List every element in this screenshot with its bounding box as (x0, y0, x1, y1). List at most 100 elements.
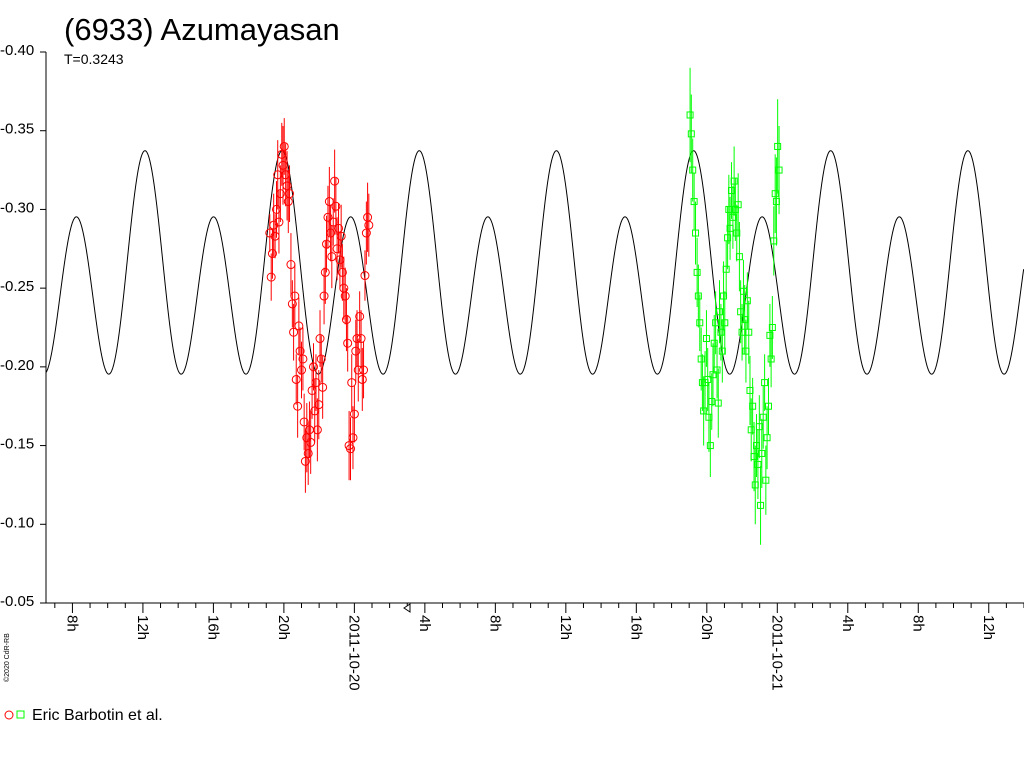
legend-marker-square (16, 710, 25, 719)
legend-marker-circle (4, 710, 14, 720)
data-point-square (757, 501, 765, 509)
data-point-square (694, 292, 702, 300)
data-point-square (722, 265, 730, 273)
data-point-square (697, 355, 705, 363)
data-point-circle (282, 181, 292, 191)
data-point-circle (340, 291, 350, 301)
data-point-circle (364, 220, 374, 230)
data-point-circle (319, 291, 329, 301)
data-point-square (706, 442, 714, 450)
data-point-circle (359, 365, 369, 375)
x-tick-label: 2011-10-21 (768, 615, 785, 691)
data-point-circle (289, 327, 299, 337)
data-point-square (721, 319, 729, 327)
data-point-square (729, 213, 737, 221)
x-tick-label: 20h (275, 615, 292, 640)
data-point-circle (355, 311, 365, 321)
data-point-circle (361, 228, 371, 238)
x-tick-label: 12h (980, 615, 997, 640)
data-point-square (712, 319, 720, 327)
data-point-circle (343, 338, 353, 348)
data-point-circle (293, 401, 303, 411)
data-point-circle (360, 271, 370, 281)
data-point-square (686, 111, 694, 119)
data-point-square (718, 347, 726, 355)
data-point-square (771, 190, 779, 198)
x-tick-label: 8h (63, 615, 80, 632)
data-point-circle (291, 374, 301, 384)
y-tick-label: -0.05 (0, 593, 34, 610)
data-point-square (715, 308, 723, 316)
data-point-circle (312, 425, 322, 435)
data-point-square (714, 399, 722, 407)
data-point-square (692, 229, 700, 237)
y-tick-label: -0.10 (0, 514, 34, 531)
credit-text: ©2020 CdR-RB (3, 633, 11, 682)
data-point-circle (336, 231, 346, 241)
data-point-circle (287, 299, 297, 309)
y-tick-label: -0.40 (0, 42, 34, 59)
model-curve (45, 150, 1024, 375)
data-point-circle (295, 346, 305, 356)
data-point-circle (300, 456, 310, 466)
y-tick-label: -0.25 (0, 278, 34, 295)
data-point-square (764, 402, 772, 410)
data-point-circle (294, 321, 304, 331)
data-point-square (739, 287, 747, 295)
data-point-square (758, 449, 766, 457)
data-point-circle (297, 365, 307, 375)
data-point-circle (269, 220, 279, 230)
data-point-circle (337, 267, 347, 277)
data-point-circle (267, 249, 277, 259)
data-point-square (763, 434, 771, 442)
data-point-square (717, 328, 725, 336)
data-point-square (743, 297, 751, 305)
data-point-square (762, 476, 770, 484)
data-point-circle (348, 433, 358, 443)
data-point-circle (326, 228, 336, 238)
data-point-circle (320, 267, 330, 277)
y-tick-label: -0.20 (0, 357, 34, 374)
chart-title: (6933) Azumayasan (64, 12, 340, 47)
y-axis-ticks: -0.40 -0.35 -0.30 -0.25 -0.20 -0.15 -0.10 -0.05 (0, 42, 46, 610)
data-point-square (768, 324, 776, 331)
x-tick-label: 2011-10-20 (345, 615, 362, 691)
data-point-circle (279, 141, 289, 151)
legend-label: Eric Barbotin et al. (32, 707, 163, 724)
data-point-square (767, 355, 775, 363)
data-point-square (766, 331, 774, 339)
data-point-circle (331, 201, 341, 211)
x-tick-label: 12h (134, 615, 151, 640)
data-point-square (700, 407, 708, 415)
legend: Eric Barbotin et al. (4, 707, 163, 724)
data-point-square (696, 319, 704, 327)
data-point-square (761, 379, 769, 387)
data-point-circle (308, 362, 318, 372)
data-point-square (687, 130, 695, 138)
data-point-circle (356, 334, 366, 344)
scroll-arrow-icon[interactable] (403, 603, 411, 613)
data-point-square (704, 375, 712, 383)
data-point-square (735, 253, 743, 261)
data-point-circle (311, 378, 321, 388)
data-point-square (749, 402, 757, 410)
x-tick-label: 4h (839, 615, 856, 632)
data-point-square (689, 166, 697, 174)
data-point-square (750, 453, 758, 461)
x-tick-label: 20h (698, 615, 715, 640)
plot-frame (45, 52, 1024, 604)
data-point-circle (330, 176, 340, 186)
data-point-square (709, 371, 717, 379)
x-tick-label: 16h (627, 615, 644, 640)
data-point-circle (349, 409, 359, 419)
data-point-square (734, 201, 742, 209)
data-point-square (754, 460, 762, 468)
x-tick-label: 16h (204, 615, 221, 640)
data-point-square (755, 423, 763, 431)
chart-subtitle: T=0.3243 (64, 51, 124, 67)
data-point-circle (323, 212, 333, 222)
data-point-circle (318, 382, 328, 392)
data-point-square (774, 142, 782, 150)
data-point-circle (285, 189, 295, 199)
